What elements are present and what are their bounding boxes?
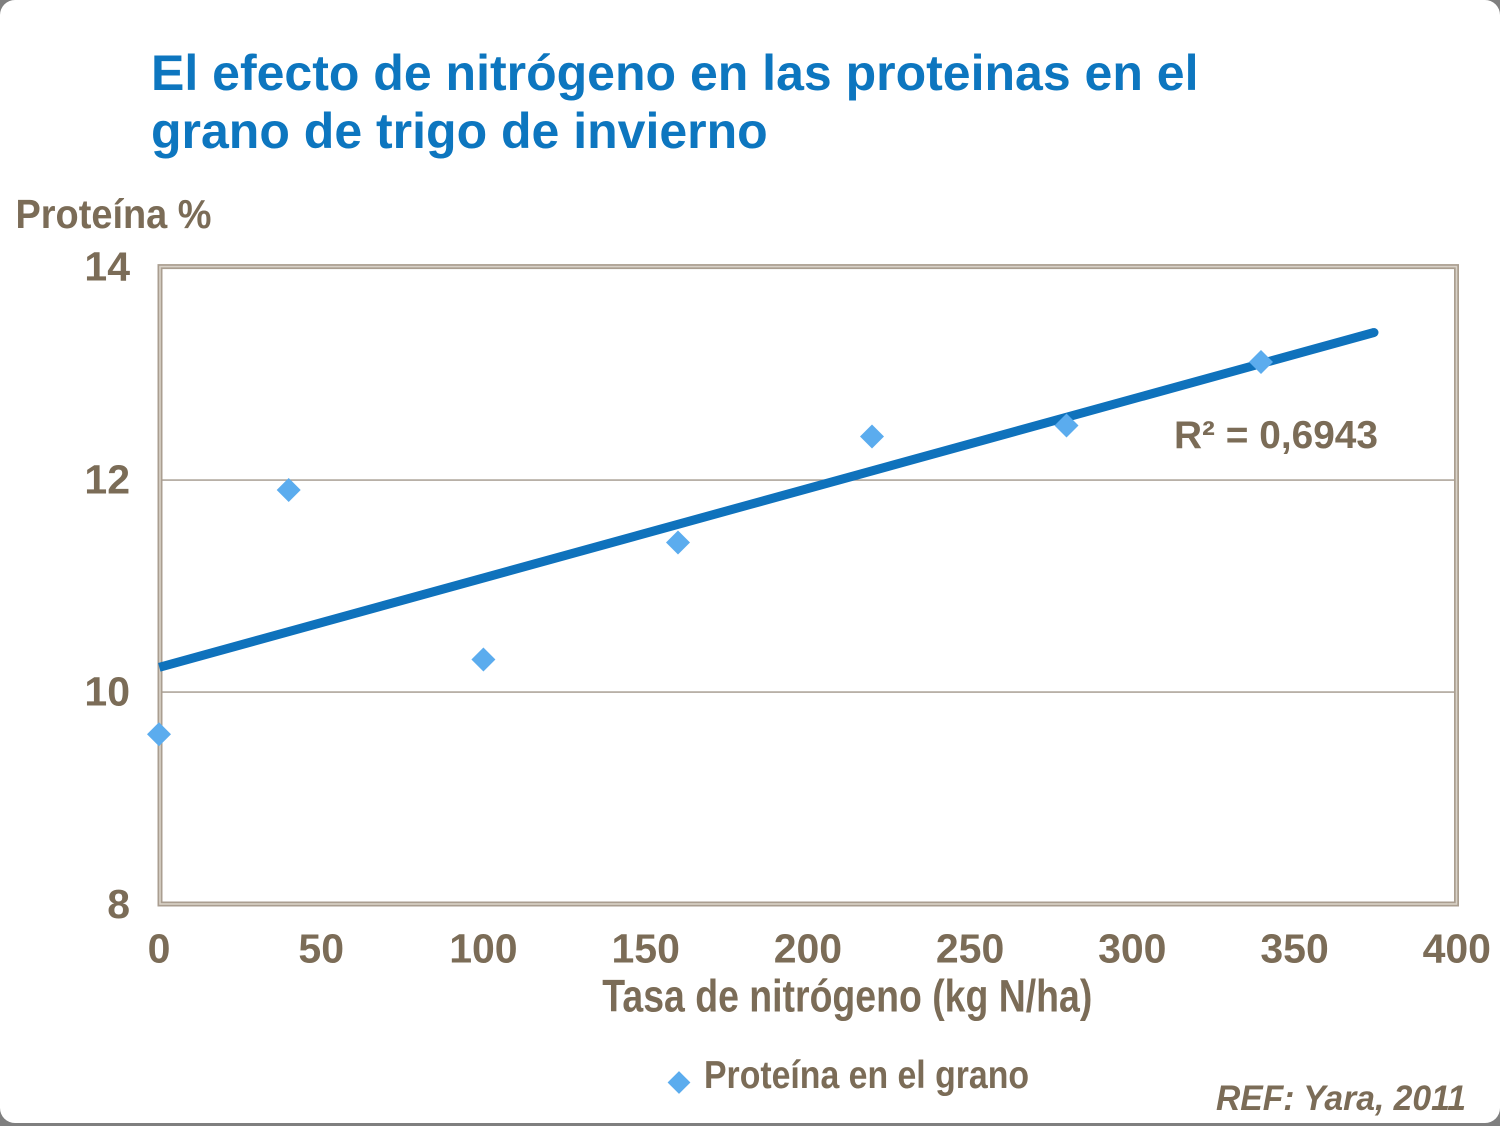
svg-text:350: 350 (1260, 926, 1328, 972)
svg-text:200: 200 (774, 926, 842, 972)
svg-text:400: 400 (1423, 926, 1491, 972)
svg-text:grano de trigo de invierno: grano de trigo de invierno (151, 103, 768, 159)
svg-text:0: 0 (148, 926, 171, 972)
svg-text:12: 12 (84, 456, 130, 502)
svg-text:R² = 0,6943: R² = 0,6943 (1174, 414, 1378, 457)
svg-text:100: 100 (449, 926, 517, 972)
svg-text:Proteína %: Proteína % (16, 191, 212, 237)
svg-text:250: 250 (936, 926, 1004, 972)
svg-text:50: 50 (298, 926, 344, 972)
svg-text:REF: Yara, 2011: REF: Yara, 2011 (1216, 1079, 1466, 1118)
svg-text:Tasa de nitrógeno (kg N/ha): Tasa de nitrógeno (kg N/ha) (602, 971, 1092, 1022)
svg-text:10: 10 (84, 669, 130, 715)
svg-text:14: 14 (84, 244, 130, 290)
svg-text:300: 300 (1098, 926, 1166, 972)
svg-text:150: 150 (611, 926, 679, 972)
svg-text:El efecto de nitrógeno en las: El efecto de nitrógeno en las proteinas … (151, 45, 1198, 101)
svg-text:8: 8 (107, 881, 130, 927)
svg-text:Proteína en el grano: Proteína en el grano (704, 1054, 1029, 1097)
